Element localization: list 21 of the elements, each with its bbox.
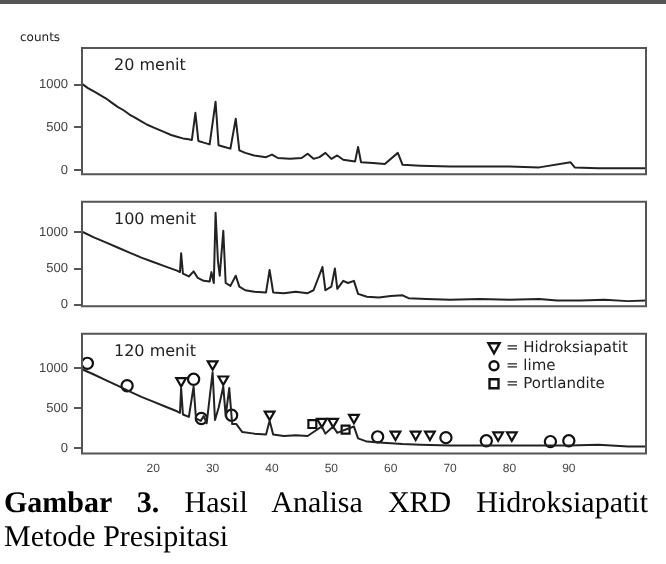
point bbox=[347, 413, 360, 425]
annotation: 120 menit bbox=[114, 341, 196, 360]
point bbox=[175, 377, 188, 388]
point bbox=[307, 418, 318, 430]
point bbox=[206, 360, 219, 371]
point bbox=[492, 431, 505, 442]
point bbox=[315, 417, 328, 429]
annotation: 100 menit bbox=[114, 209, 196, 228]
point bbox=[217, 375, 230, 387]
point bbox=[82, 356, 95, 371]
point bbox=[370, 430, 385, 444]
point bbox=[389, 430, 402, 442]
point bbox=[423, 430, 436, 442]
point bbox=[439, 430, 453, 445]
annotation: 20 menit bbox=[114, 56, 186, 75]
point bbox=[327, 417, 340, 429]
point bbox=[409, 430, 422, 442]
point bbox=[263, 410, 276, 422]
text: Gambar 3. Hasil Analisa XRD Hidroksiapatit Metode Presipitasi bbox=[4, 488, 648, 554]
point bbox=[505, 431, 518, 442]
point bbox=[186, 372, 201, 387]
